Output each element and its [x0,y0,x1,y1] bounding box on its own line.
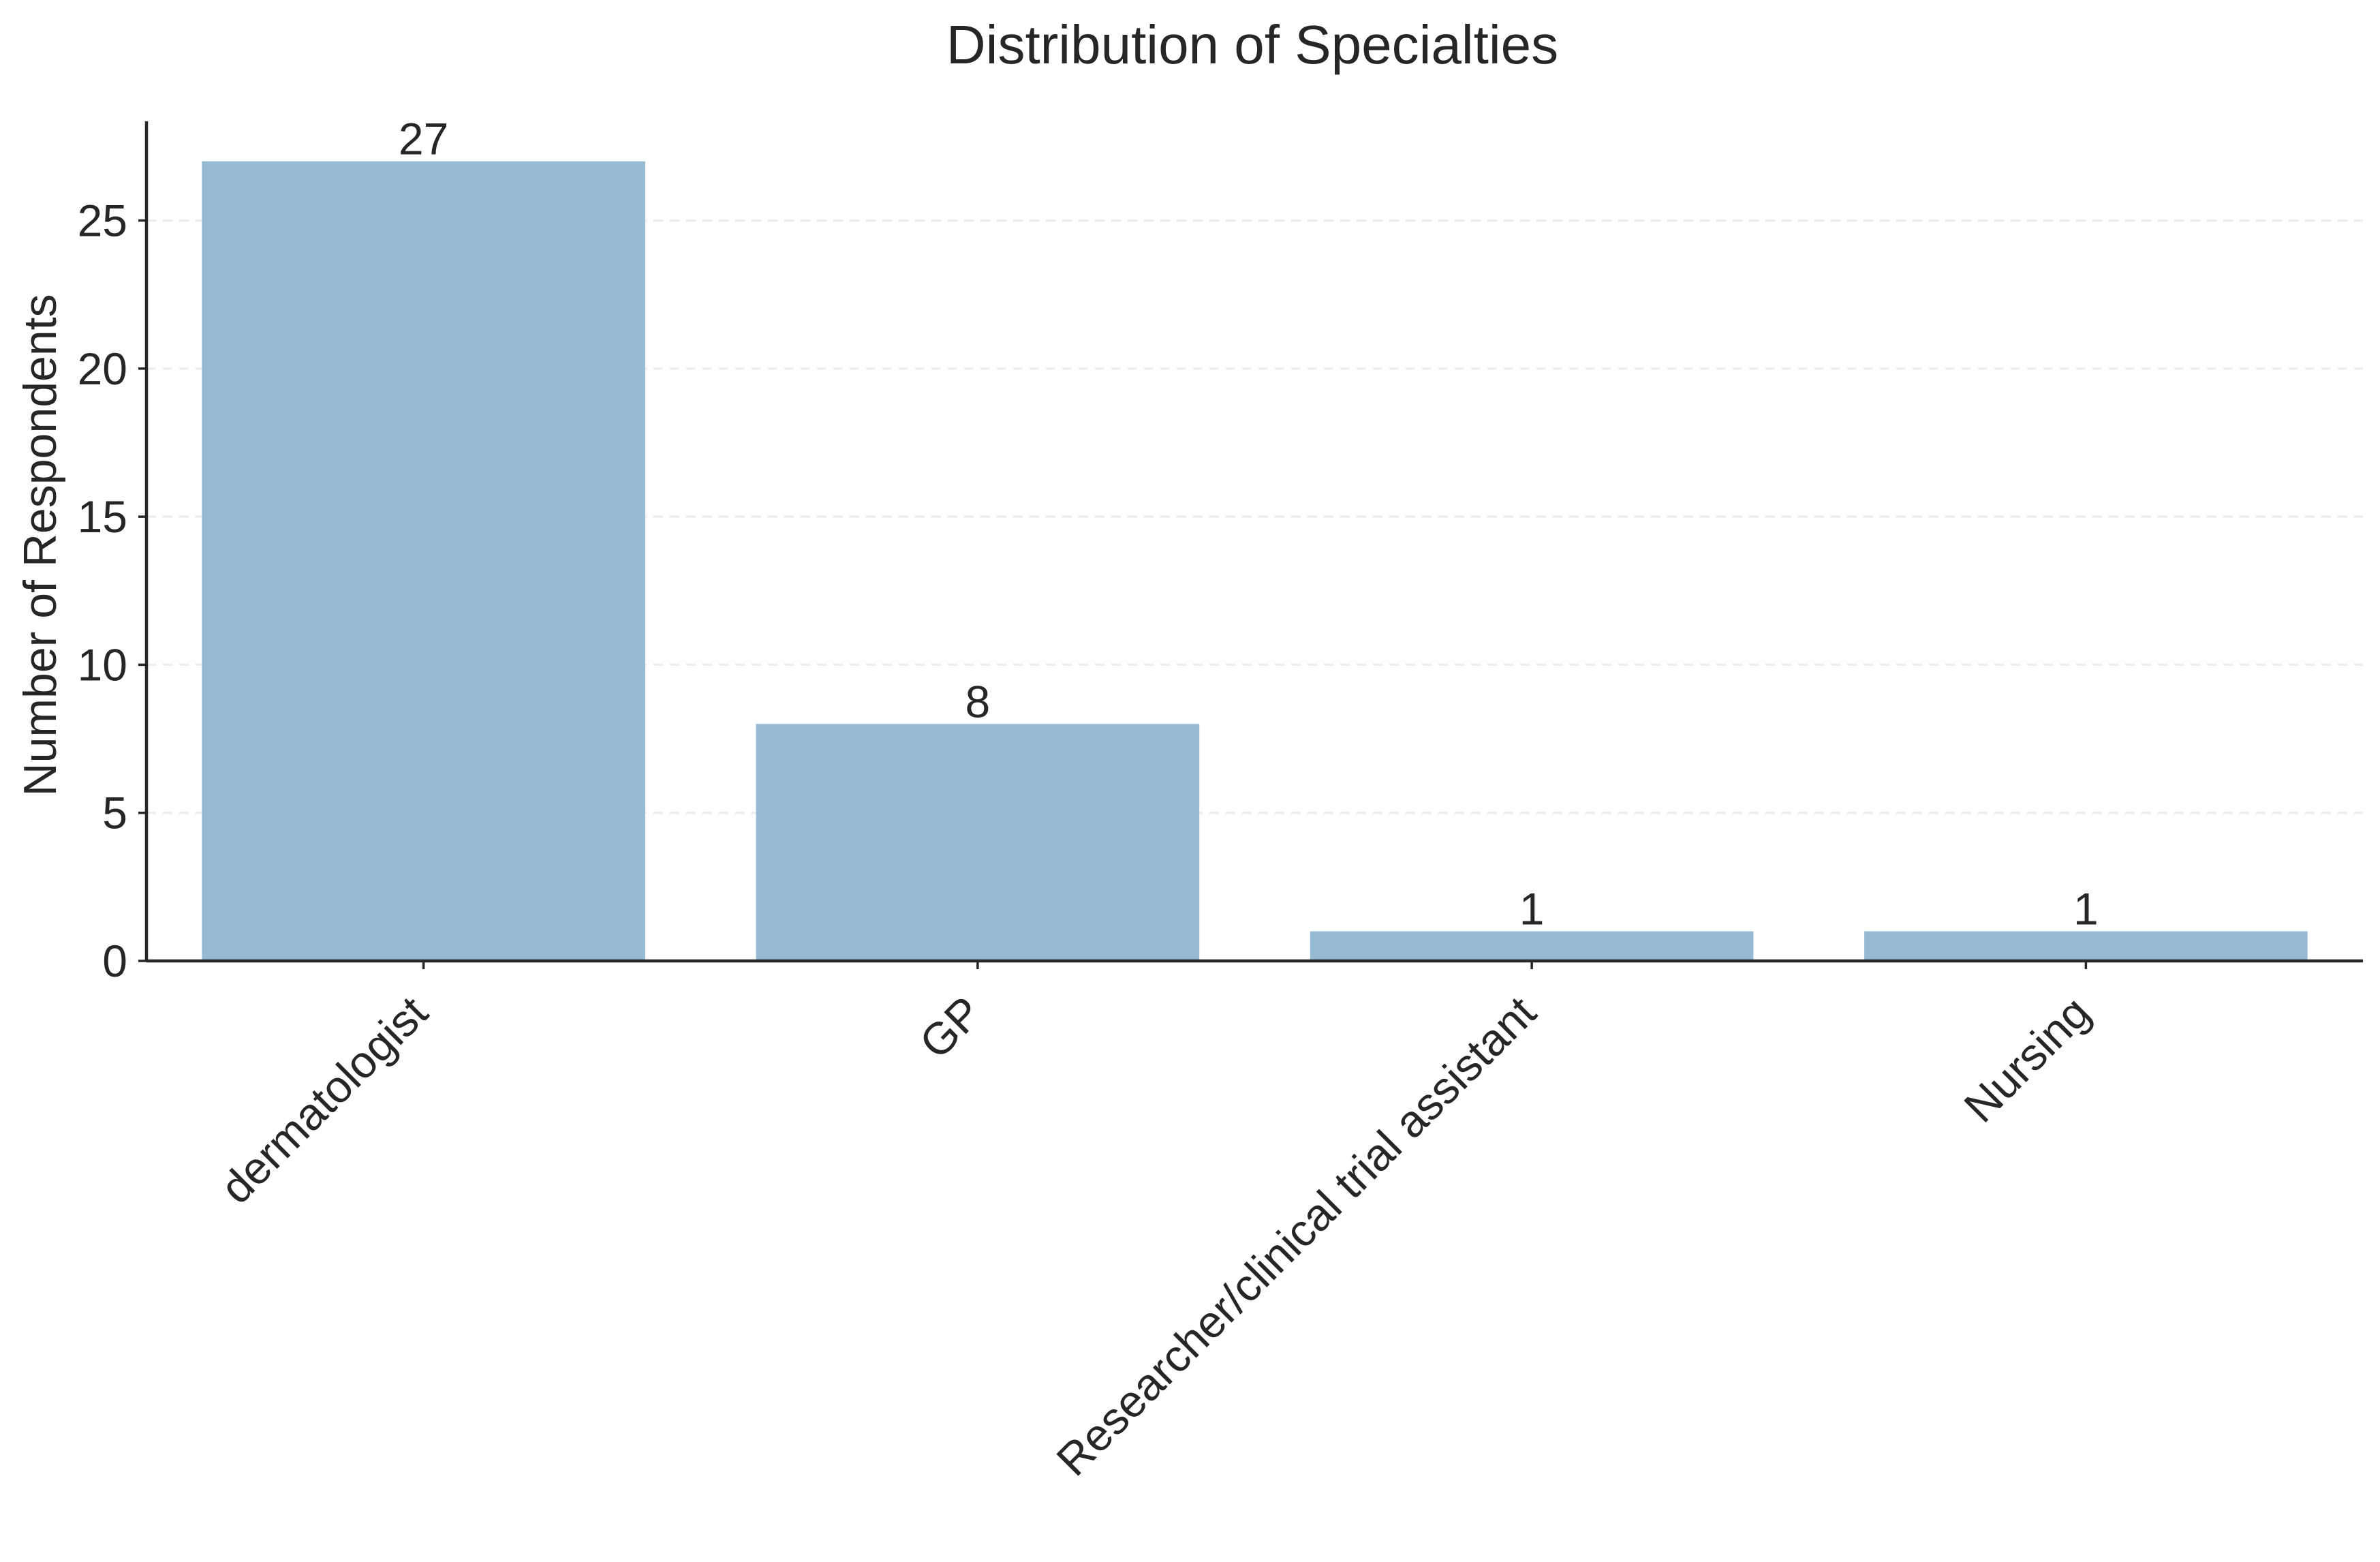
bar-4 [1864,931,2308,961]
data-label-1: 27 [399,114,448,164]
chart-title: Distribution of Specialties [946,14,1558,75]
y-tick-label-0: 0 [102,936,127,986]
data-label-4: 1 [2073,884,2099,934]
x-tick-label-4: Nursing [1954,987,2099,1132]
data-labels: 27 8 1 1 [399,114,2099,934]
y-tick-label-20: 20 [78,343,127,394]
data-label-2: 8 [965,676,991,726]
x-tick-label-2: GP [910,987,991,1069]
bars [202,161,2308,962]
y-tick-label-25: 25 [78,196,127,246]
bar-1 [202,161,645,962]
y-tick-label-10: 10 [78,639,127,690]
y-tick-label-15: 15 [78,491,127,542]
y-axis-label: Number of Respondents [14,294,66,796]
bar-3 [1310,931,1754,961]
y-axis-ticks: 0 5 10 15 20 25 [78,196,146,986]
x-tick-label-1: dermatologist [211,987,437,1213]
x-axis-ticks: dermatologist GP Researcher/clinical trial… [211,961,2099,1485]
bar-2 [756,724,1200,961]
data-label-3: 1 [1519,884,1545,934]
y-tick-label-5: 5 [102,788,127,838]
x-tick-label-3: Researcher/clinical trial assistant [1047,987,1545,1486]
